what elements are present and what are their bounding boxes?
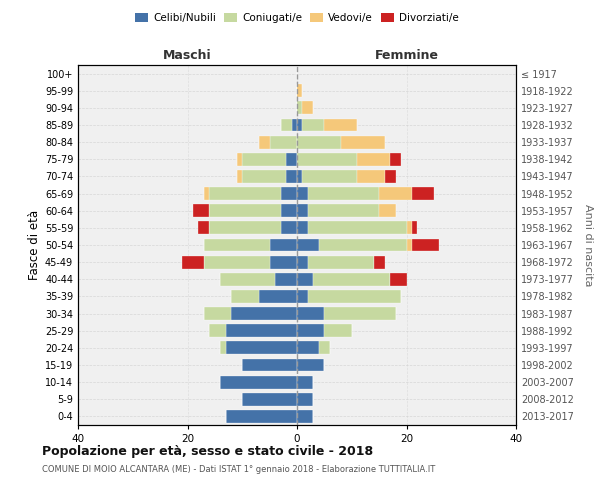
Bar [297,256,308,268]
Bar [281,222,297,234]
Bar [242,358,297,372]
Bar [308,290,401,303]
Bar [220,273,275,285]
Bar [357,170,385,183]
Bar [379,187,412,200]
Bar [242,170,286,183]
Bar [297,170,302,183]
Bar [297,324,325,337]
Bar [226,324,297,337]
Bar [209,187,281,200]
Bar [297,102,302,114]
Bar [297,393,313,406]
Bar [297,290,308,303]
Bar [297,84,302,97]
Bar [308,256,374,268]
Bar [297,153,357,166]
Bar [259,290,297,303]
Bar [374,256,385,268]
Bar [281,204,297,217]
Bar [325,118,357,132]
Bar [209,204,281,217]
Bar [357,153,390,166]
Bar [325,307,395,320]
Bar [193,204,209,217]
Bar [281,187,297,200]
Bar [319,342,330,354]
Bar [199,222,209,234]
Bar [237,170,242,183]
Bar [259,136,269,148]
Bar [297,136,341,148]
Bar [390,273,407,285]
Y-axis label: Anni di nascita: Anni di nascita [583,204,593,286]
Text: COMUNE DI MOIO ALCANTARA (ME) - Dati ISTAT 1° gennaio 2018 - Elaborazione TUTTIT: COMUNE DI MOIO ALCANTARA (ME) - Dati IST… [42,466,435,474]
Bar [297,238,319,252]
Bar [412,222,418,234]
Bar [204,307,232,320]
Bar [297,187,308,200]
Bar [220,376,297,388]
Bar [182,256,204,268]
Bar [390,153,401,166]
Bar [297,307,325,320]
Bar [209,222,281,234]
Bar [226,342,297,354]
Bar [407,222,412,234]
Bar [412,187,434,200]
Bar [407,238,412,252]
Bar [209,324,226,337]
Bar [385,170,395,183]
Text: Popolazione per età, sesso e stato civile - 2018: Popolazione per età, sesso e stato civil… [42,445,373,458]
Text: Maschi: Maschi [163,50,212,62]
Bar [204,256,269,268]
Bar [242,153,286,166]
Legend: Celibi/Nubili, Coniugati/e, Vedovi/e, Divorziati/e: Celibi/Nubili, Coniugati/e, Vedovi/e, Di… [131,9,463,28]
Bar [226,410,297,423]
Bar [297,376,313,388]
Bar [379,204,395,217]
Bar [220,342,226,354]
Bar [308,222,407,234]
Bar [302,118,325,132]
Y-axis label: Fasce di età: Fasce di età [28,210,41,280]
Bar [242,393,297,406]
Bar [269,256,297,268]
Bar [269,136,297,148]
Bar [297,342,319,354]
Bar [204,238,269,252]
Bar [286,170,297,183]
Bar [341,136,385,148]
Bar [297,118,302,132]
Bar [286,153,297,166]
Bar [297,410,313,423]
Bar [297,222,308,234]
Bar [319,238,407,252]
Bar [412,238,439,252]
Bar [292,118,297,132]
Bar [275,273,297,285]
Bar [204,187,209,200]
Bar [281,118,292,132]
Bar [269,238,297,252]
Text: Femmine: Femmine [374,50,439,62]
Bar [308,204,379,217]
Bar [232,307,297,320]
Bar [297,204,308,217]
Bar [297,273,313,285]
Bar [297,358,325,372]
Bar [232,290,259,303]
Bar [308,187,379,200]
Bar [313,273,390,285]
Bar [237,153,242,166]
Bar [325,324,352,337]
Bar [302,102,313,114]
Bar [302,170,357,183]
